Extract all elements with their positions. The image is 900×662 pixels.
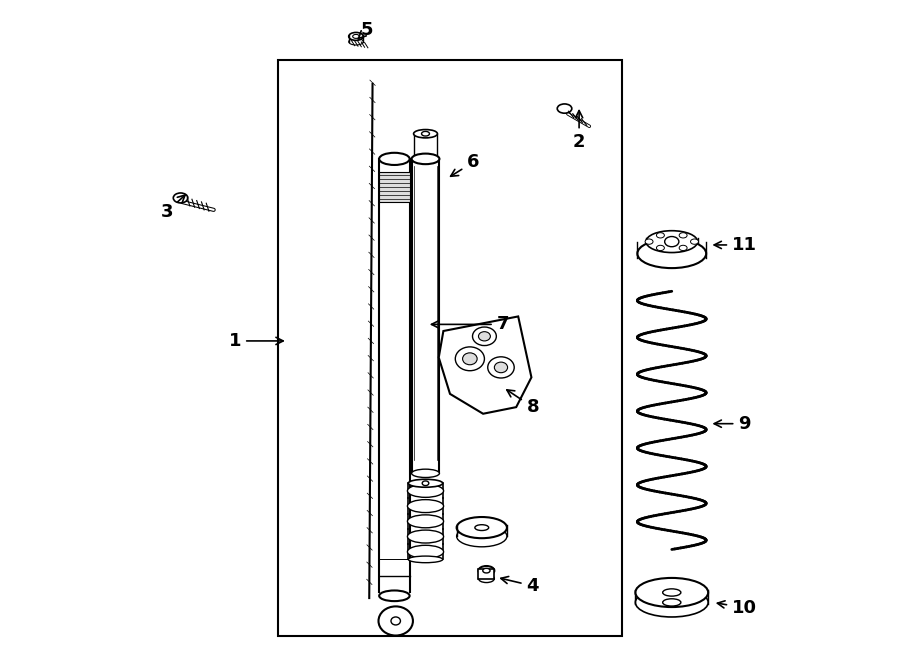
Ellipse shape [409, 479, 443, 487]
Ellipse shape [637, 239, 706, 268]
Ellipse shape [391, 617, 401, 625]
Text: 3: 3 [160, 195, 185, 221]
Ellipse shape [463, 353, 477, 365]
Text: 11: 11 [714, 236, 757, 254]
Ellipse shape [557, 104, 572, 113]
Text: 6: 6 [451, 153, 480, 176]
Ellipse shape [494, 362, 508, 373]
Ellipse shape [456, 517, 507, 538]
Ellipse shape [479, 575, 494, 583]
Ellipse shape [690, 239, 698, 244]
Bar [379, 172, 410, 202]
Bar [411, 159, 439, 473]
Text: 8: 8 [507, 390, 539, 416]
Ellipse shape [348, 32, 364, 40]
Text: 9: 9 [714, 414, 751, 433]
Ellipse shape [421, 131, 429, 136]
Ellipse shape [408, 515, 444, 528]
Polygon shape [438, 316, 531, 414]
Ellipse shape [174, 193, 188, 203]
Ellipse shape [680, 232, 687, 238]
Ellipse shape [456, 526, 507, 547]
Ellipse shape [472, 327, 496, 346]
Ellipse shape [635, 588, 708, 617]
Ellipse shape [662, 589, 681, 596]
Ellipse shape [411, 469, 439, 477]
Ellipse shape [482, 568, 491, 573]
Ellipse shape [680, 246, 687, 251]
Ellipse shape [645, 239, 653, 244]
Text: 10: 10 [717, 598, 757, 617]
Ellipse shape [646, 230, 698, 252]
Ellipse shape [665, 236, 679, 247]
Bar [278, 60, 622, 636]
Bar [379, 159, 410, 596]
Ellipse shape [379, 606, 413, 636]
Ellipse shape [379, 153, 410, 165]
Ellipse shape [475, 525, 489, 530]
Ellipse shape [479, 332, 490, 341]
Bar [382, 596, 406, 610]
Ellipse shape [379, 591, 410, 601]
Ellipse shape [656, 232, 664, 238]
Bar [479, 569, 494, 579]
Text: 2: 2 [572, 111, 585, 152]
Text: 7: 7 [431, 315, 509, 334]
Text: 5: 5 [358, 21, 374, 39]
Text: 4: 4 [501, 577, 539, 595]
Ellipse shape [455, 347, 484, 371]
Ellipse shape [408, 530, 444, 543]
Ellipse shape [411, 154, 439, 164]
Ellipse shape [408, 500, 444, 512]
Ellipse shape [409, 556, 443, 563]
Ellipse shape [479, 566, 494, 575]
Ellipse shape [635, 578, 708, 607]
Ellipse shape [656, 246, 664, 251]
Ellipse shape [408, 545, 444, 558]
Ellipse shape [488, 357, 514, 378]
Ellipse shape [422, 481, 428, 486]
Ellipse shape [408, 485, 444, 497]
Ellipse shape [348, 38, 364, 45]
Ellipse shape [353, 34, 359, 38]
Ellipse shape [414, 130, 437, 138]
Text: 1: 1 [229, 332, 284, 350]
Ellipse shape [662, 598, 681, 606]
